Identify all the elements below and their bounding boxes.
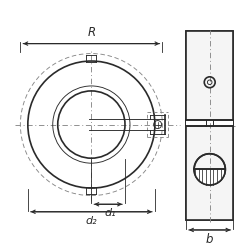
Polygon shape xyxy=(186,31,233,220)
Text: b: b xyxy=(206,234,214,246)
Text: d₂: d₂ xyxy=(86,216,97,226)
Text: R: R xyxy=(87,26,96,39)
Text: d₁: d₁ xyxy=(104,208,116,218)
Polygon shape xyxy=(186,120,233,126)
Polygon shape xyxy=(186,31,233,220)
Wedge shape xyxy=(194,169,225,185)
